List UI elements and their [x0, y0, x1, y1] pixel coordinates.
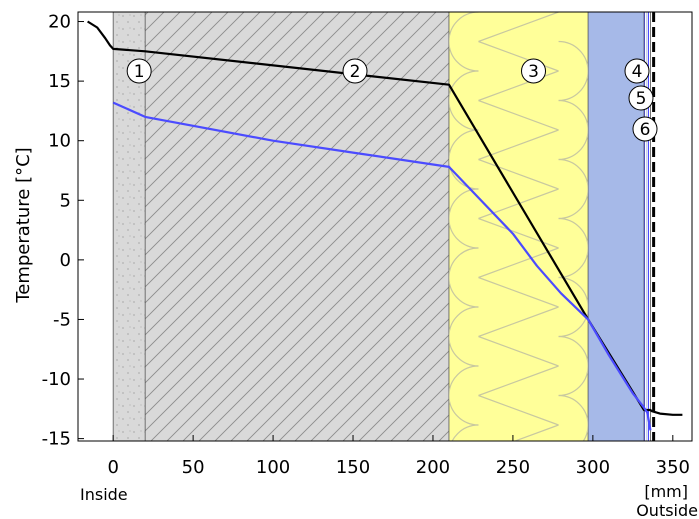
x-tick-label: 200 — [416, 457, 450, 478]
insulation-loop — [448, 365, 479, 426]
x-tick-label: 50 — [182, 457, 205, 478]
inside-label: Inside — [80, 485, 128, 504]
insulation-loop — [448, 12, 479, 72]
insulation-loop — [558, 276, 589, 338]
y-tick-label: -10 — [42, 369, 71, 390]
outside-label: Outside — [636, 501, 698, 519]
y-tick-label: 10 — [48, 131, 71, 152]
insulation-loop — [558, 217, 589, 279]
x-tick-label: 100 — [256, 457, 290, 478]
x-tick-label: 150 — [336, 457, 370, 478]
insulation-loop — [558, 394, 589, 441]
insulation-loop — [448, 70, 479, 131]
layer-badge-2 — [342, 58, 368, 84]
layer-badge-label-5: 5 — [636, 89, 647, 109]
y-tick-label: -5 — [53, 309, 71, 330]
y-axis: 20 15 10 5 0 -5 -10 -15 — [42, 12, 84, 450]
plot-frame — [77, 11, 693, 442]
layer-1-band — [113, 12, 146, 441]
insulation-loop — [448, 247, 479, 308]
y-tick-label: 0 — [60, 250, 71, 271]
insulation-loop — [558, 99, 589, 161]
insulation-loop — [448, 306, 479, 367]
layer-badges: 1 2 3 4 5 6 — [126, 58, 658, 142]
series-line-2 — [112, 101, 652, 431]
x-tick-label: 250 — [496, 457, 530, 478]
series-line-1 — [87, 20, 683, 416]
layer-badge-label-2: 2 — [350, 62, 361, 82]
insulation-zigzag — [478, 12, 559, 441]
layer-badge-label-6: 6 — [640, 120, 651, 140]
y-axis-title: Temperature [°C] — [13, 147, 34, 303]
layer-badge-1 — [126, 58, 152, 84]
layer-badge-3 — [521, 58, 547, 84]
x-tick-label: 0 — [107, 457, 118, 478]
layer-badge-6 — [632, 116, 658, 142]
x-axis: 0 50 100 150 200 250 300 350 — [107, 435, 690, 478]
wall-layers — [112, 12, 657, 441]
layer-badge-label-1: 1 — [134, 62, 145, 82]
layer-2-band — [145, 12, 449, 441]
temperature-series — [87, 20, 683, 431]
layer-badge-5 — [628, 85, 654, 111]
layer-badge-4 — [624, 58, 650, 84]
x-unit-label: [mm] — [644, 482, 688, 501]
insulation-pattern — [448, 12, 589, 441]
insulation-loop — [558, 40, 589, 102]
layer-4-band — [588, 12, 645, 441]
y-tick-label: -15 — [42, 429, 71, 450]
y-tick-label: 20 — [48, 12, 71, 33]
x-tick-label: 300 — [576, 457, 610, 478]
y-tick-label: 15 — [48, 71, 71, 92]
layer-3-band — [448, 12, 589, 441]
insulation-loop — [451, 424, 479, 441]
layer-badge-label-4: 4 — [632, 62, 643, 82]
x-tick-label: 350 — [656, 457, 690, 478]
layer-badge-label-3: 3 — [528, 62, 539, 82]
insulation-loop — [448, 188, 479, 249]
insulation-loop — [558, 158, 589, 220]
insulation-loop — [558, 335, 589, 397]
y-tick-label: 5 — [60, 190, 71, 211]
layer-5-band — [644, 12, 651, 441]
